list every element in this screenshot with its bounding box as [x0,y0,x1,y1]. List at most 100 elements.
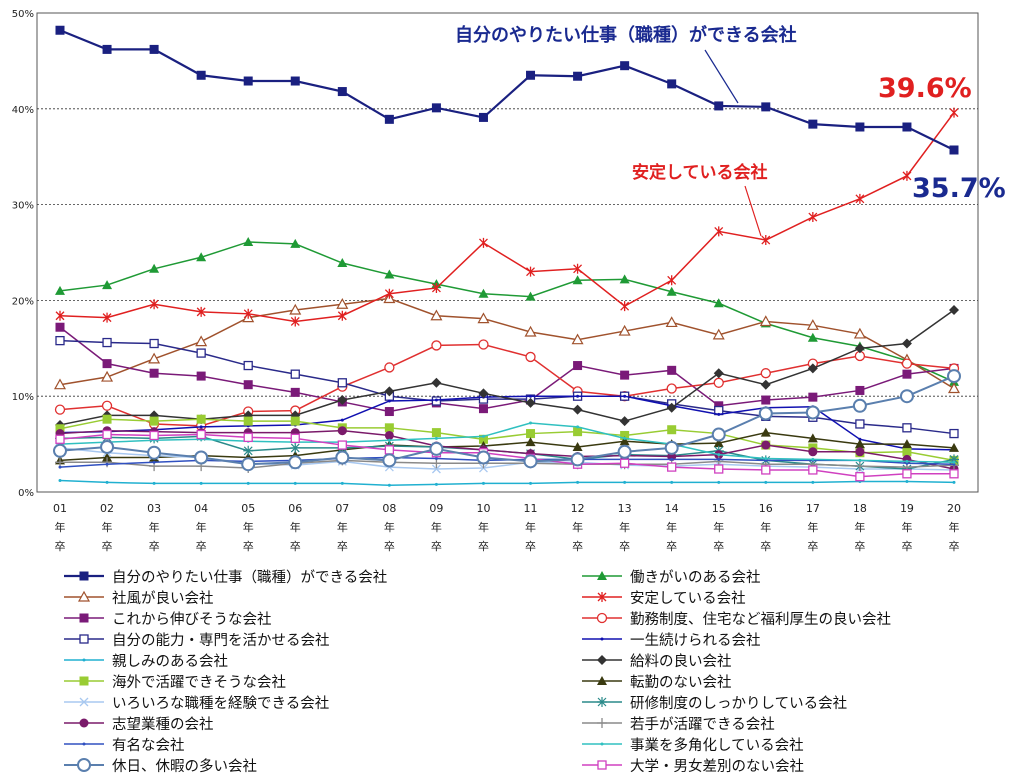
x-tick-label: 10 年卒 [476,502,490,553]
data-point [58,479,62,483]
series-19 [55,429,959,482]
data-point [196,70,206,80]
legend-marker [600,742,604,746]
data-point [572,404,583,415]
data-point [572,441,583,451]
data-point [855,419,865,429]
data-point [243,236,254,246]
legend-item: 自分のやりたい仕事（職種）ができる会社 [62,566,387,586]
data-point [901,358,913,369]
data-point [196,306,206,317]
series-line [59,326,955,413]
data-point [336,297,349,309]
data-point [717,457,721,461]
data-point [576,480,580,484]
x-tick-label: 15 年卒 [712,502,726,553]
data-point [55,322,65,332]
series-line [59,375,955,466]
legend-label: 有名な会社 [112,737,185,754]
x-tick-label: 02 年卒 [100,502,114,553]
data-point [807,363,818,374]
legend-marker [82,658,86,662]
legend-label: 安定している会社 [630,590,746,607]
data-point [290,76,300,86]
data-point [717,453,721,457]
data-point [149,299,159,310]
y-tick-label: 50% [12,9,34,20]
data-point [102,452,113,462]
legend-marker [597,655,607,665]
legend-swatch [582,655,622,665]
legend-marker [597,718,607,728]
data-point [949,304,959,315]
data-point [902,170,912,181]
series-8 [58,479,956,487]
series-line [59,309,955,426]
data-point [713,298,724,308]
data-point [619,274,630,284]
legend-item: 転勤のない会社 [580,671,732,691]
data-point [853,327,866,339]
data-point [664,440,679,455]
data-point [667,365,677,375]
data-point [717,480,721,484]
data-point [199,425,203,429]
legend-item: 安定している会社 [580,587,746,607]
data-point [196,348,206,358]
data-point [761,102,771,112]
data-point [666,402,677,413]
data-point [290,433,300,444]
data-point [572,275,583,285]
x-tick-label: 16 年卒 [759,502,773,553]
series-3 [55,107,959,327]
data-point [667,275,677,286]
data-point [855,447,865,457]
legend-swatch [582,637,622,641]
data-point [905,479,909,483]
x-tick-label: 17 年卒 [806,502,820,553]
legend-marker [79,718,89,728]
data-point [102,312,112,323]
series-line [59,241,955,383]
legend-marker [597,760,607,770]
data-point [55,285,65,295]
data-point [337,440,347,450]
legend-item: 海外で活躍できそうな会社 [62,671,286,691]
data-point [434,436,438,440]
legend-swatch [64,697,104,707]
data-point [290,416,300,426]
legend-label: 働きがいのある会社 [630,569,761,586]
legend-item: 研修制度のしっかりしている会社 [580,692,847,712]
legend-swatch [582,676,622,685]
data-point [529,481,533,485]
series-line [59,297,955,390]
data-point [760,427,771,437]
x-tick-label: 13 年卒 [618,502,632,553]
series-line [59,433,954,478]
data-point [576,394,580,398]
data-point [101,370,114,382]
data-point [808,119,818,129]
data-point [523,454,538,469]
legend-marker [600,637,604,641]
series-line [59,422,955,464]
data-point [102,337,112,348]
legend-label: 若手が活躍できる会社 [630,716,775,733]
legend-label: 勤務制度、住宅など福利厚生の良い会社 [630,611,891,628]
data-point [384,362,395,373]
data-point [811,457,815,461]
data-point [905,459,909,463]
legend-item: 大学・男女差別のない会社 [580,755,804,775]
data-point [337,310,347,321]
data-point [623,436,627,440]
legend-item: これから伸びそうな会社 [62,608,272,628]
data-point [241,457,256,472]
data-point [760,379,771,390]
data-point [713,438,724,448]
data-point [243,76,253,86]
data-point [808,465,818,475]
data-point [711,427,726,442]
y-tick-label: 10% [12,392,34,403]
x-tick-label: 09 年卒 [429,502,443,553]
